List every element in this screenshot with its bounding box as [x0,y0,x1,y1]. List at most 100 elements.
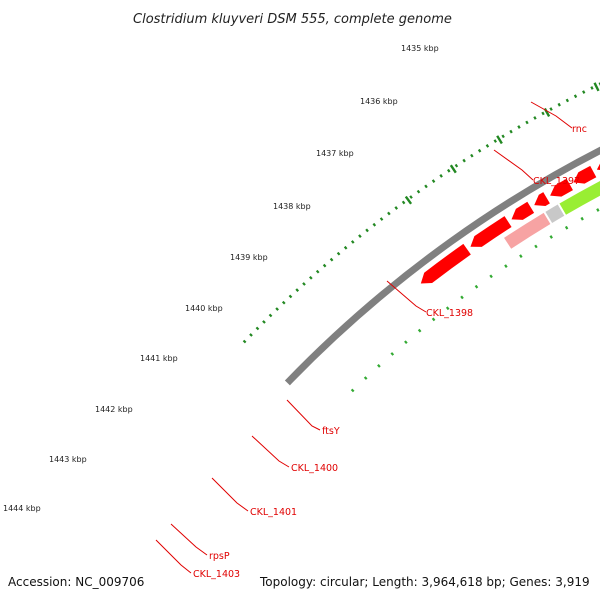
inner-tick [489,274,493,279]
cds-feature [534,192,550,206]
minor-tick [416,189,421,194]
cds-feature [420,243,471,284]
minor-tick [387,211,391,216]
minor-tick [262,320,266,324]
genome-title: Clostridium kluyveri DSM 555, complete g… [133,12,452,27]
minor-tick [549,107,553,111]
minor-tick [509,129,513,134]
major-tick [496,135,503,145]
inner-tick [534,244,538,249]
gene-label-ftsy: ftsY [322,426,340,437]
tick-ring [242,82,600,344]
gene-label-ckl-1401: CKL_1401 [250,507,297,518]
minor-tick [431,179,436,183]
inner-tick [445,306,450,311]
minor-tick [485,144,490,148]
inner-tick [404,340,408,345]
minor-tick [322,263,327,268]
gene-label-ckl-1403: CKL_1403 [193,569,240,580]
cds-track [420,163,600,284]
minor-tick [462,158,466,163]
leader-line [155,539,192,574]
minor-tick [557,102,561,107]
minor-tick [447,168,451,173]
minor-tick [501,134,505,139]
minor-tick [249,333,253,337]
inner-tick [417,328,422,333]
minor-tick [409,195,413,199]
inner-tick [377,364,381,368]
label-leaders [155,101,573,574]
minor-tick [454,163,459,168]
inner-tick [460,295,464,300]
kbp-label: 1440 kbp [185,304,223,313]
inner-tick [504,264,508,268]
kbp-label: 1439 kbp [230,253,268,262]
gene-labels: rnc CKL_1397 CKL_1398 ftsY CKL_1400 CKL_… [193,124,587,580]
minor-tick [439,174,443,178]
inner-tick [596,208,600,212]
minor-tick [394,206,399,210]
minor-tick [268,313,273,318]
minor-tick [470,153,474,158]
gene-label-ckl-1397: CKL_1397 [533,176,580,187]
genome-backbone [284,146,600,386]
leader-line [211,477,249,512]
leader-line [251,435,290,468]
leader-line [170,523,208,556]
kbp-labels: 1435 kbp 1436 kbp 1437 kbp 1438 kbp 1439… [3,44,439,513]
minor-tick [533,116,537,120]
cds-feature [511,201,535,220]
minor-tick [309,275,313,280]
gene-label-rpsp: rpsP [209,551,230,562]
accession-text: Accession: NC_009706 [8,575,144,589]
minor-tick [255,326,260,331]
inner-tick [390,352,395,356]
gene-track [504,181,600,249]
minor-tick [590,86,594,90]
minor-tick [493,139,497,143]
kbp-label: 1437 kbp [316,149,354,158]
kbp-label: 1436 kbp [360,97,398,106]
minor-tick [302,282,306,286]
inner-tick [549,235,553,239]
gene-feature-ckl-1401 [559,181,600,215]
gene-label-rnc: rnc [572,124,587,135]
gene-feature-rpsp [545,204,565,223]
inner-tick [350,388,355,393]
inner-tick [474,284,479,289]
minor-tick [295,288,300,293]
minor-tick [288,294,293,299]
minor-tick [329,257,334,262]
gene-label-ckl-1398: CKL_1398 [426,308,473,319]
minor-tick [401,200,406,205]
minor-tick [281,300,286,305]
minor-tick [573,94,578,99]
minor-tick [350,240,355,244]
inner-tick [519,254,523,259]
leader-line [530,101,573,129]
kbp-label: 1442 kbp [95,405,133,414]
kbp-label: 1435 kbp [401,44,439,53]
minor-tick [379,217,384,221]
major-tick [404,195,413,205]
inner-tick [363,376,368,380]
minor-tick [336,251,341,256]
kbp-label: 1438 kbp [273,202,311,211]
minor-tick [517,125,521,129]
gene-feature-ckl-1403 [504,212,551,249]
leader-line [386,280,427,313]
minor-tick [424,184,428,189]
minor-tick [242,339,247,344]
cds-feature [550,178,573,197]
kbp-label: 1441 kbp [140,354,178,363]
major-tick [449,164,457,174]
inner-tick [431,317,436,322]
minor-tick [358,234,362,239]
minor-tick [582,90,586,94]
inner-tick [580,216,584,221]
minor-tick [275,307,279,311]
leader-line [493,149,534,181]
cds-feature [573,165,597,184]
